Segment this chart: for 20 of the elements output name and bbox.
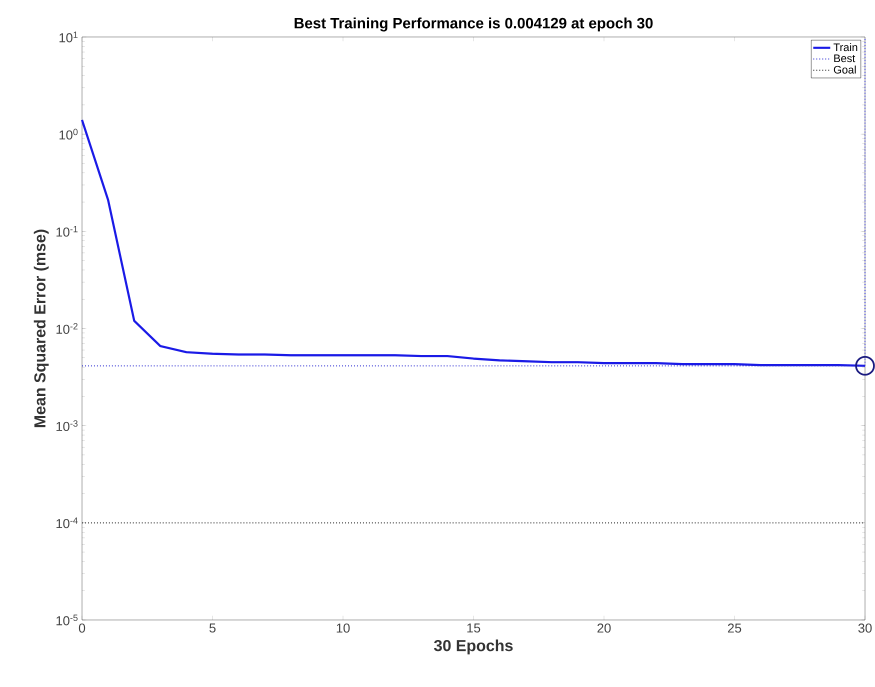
y-tick-label: 10$^{-5}$ xyxy=(56,614,78,626)
y-tick-label: 10$^{-2}$ xyxy=(56,323,78,334)
x-tick-label: 5 xyxy=(209,624,216,633)
chart-title: Best Training Performance is 0.004129 at epoch 30 xyxy=(294,17,653,32)
legend-label: Goal xyxy=(834,66,856,74)
x-tick-label: 30 xyxy=(858,624,872,633)
x-tick-label: 25 xyxy=(728,624,742,633)
y-tick-label: 10$^{0}$ xyxy=(60,128,78,140)
x-tick-label: 20 xyxy=(597,624,611,633)
y-tick-label: 10$^{-3}$ xyxy=(56,420,78,432)
x-tick-label: 15 xyxy=(467,624,480,633)
x-tick-label: 10 xyxy=(336,624,350,633)
legend-label: Best xyxy=(834,54,856,62)
legend-label: Train xyxy=(834,43,858,52)
y-tick-label: 10$^{1}$ xyxy=(60,32,78,42)
y-axis-title: Mean Squared Error (mse) xyxy=(34,230,49,428)
y-tick-label: 10$^{-1}$ xyxy=(56,226,78,237)
y-tick-label: 10$^{-4}$ xyxy=(56,517,78,528)
x-tick-label: 0 xyxy=(78,624,86,633)
x-axis-title: 30 Epochs xyxy=(434,640,513,654)
